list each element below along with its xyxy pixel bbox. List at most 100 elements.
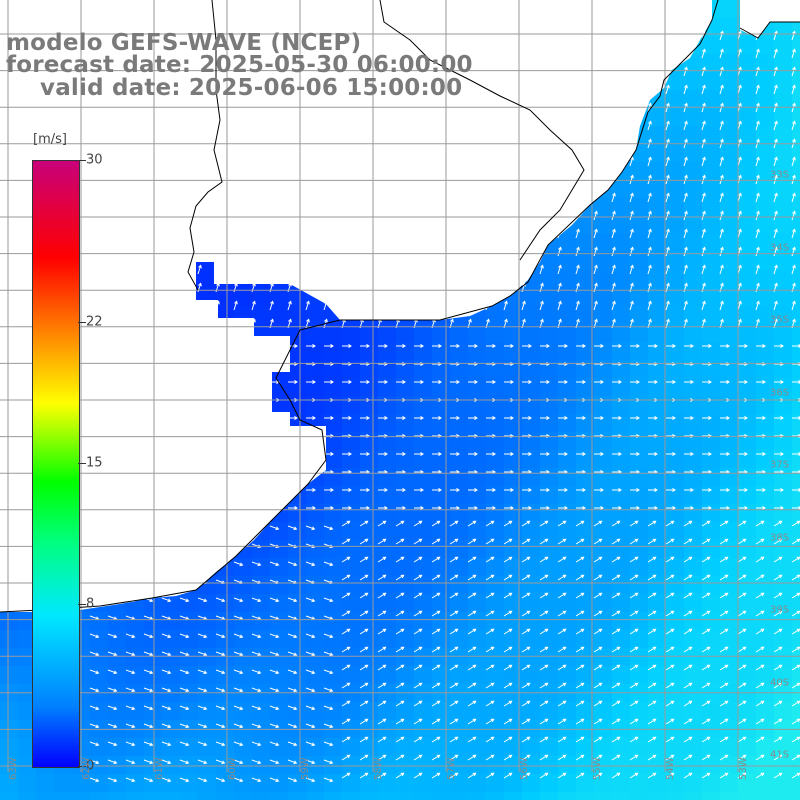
field-cell bbox=[396, 342, 414, 360]
field-cell bbox=[468, 486, 486, 504]
field-cell bbox=[756, 72, 774, 90]
wind-arrow bbox=[755, 192, 760, 203]
field-cell bbox=[252, 630, 270, 648]
field-cell bbox=[738, 666, 756, 684]
field-cell bbox=[378, 324, 396, 342]
field-cell bbox=[612, 468, 630, 486]
field-cell bbox=[450, 324, 468, 342]
field-cell bbox=[684, 216, 702, 234]
field-cell bbox=[198, 666, 216, 684]
field-cell bbox=[342, 576, 360, 594]
field-cell bbox=[630, 702, 648, 720]
wind-arrow bbox=[701, 246, 706, 257]
field-cell bbox=[792, 630, 800, 648]
colorbar-tick-mark bbox=[78, 321, 86, 323]
field-cell bbox=[162, 648, 180, 666]
wind-arrow bbox=[791, 48, 796, 59]
field-cell bbox=[324, 558, 342, 576]
wind-arrow bbox=[629, 174, 634, 185]
field-cell bbox=[720, 450, 738, 468]
field-cell bbox=[720, 486, 738, 504]
wind-arrow bbox=[683, 156, 688, 167]
field-cell bbox=[378, 558, 396, 576]
field-cell bbox=[0, 738, 18, 756]
field-cell bbox=[738, 144, 756, 162]
field-cell bbox=[558, 612, 576, 630]
field-cell bbox=[450, 378, 468, 396]
field-cell bbox=[234, 666, 252, 684]
wind-arrow bbox=[755, 156, 760, 167]
field-cell bbox=[432, 486, 450, 504]
wind-arrow bbox=[557, 264, 562, 275]
field-cell bbox=[504, 324, 522, 342]
field-cell bbox=[342, 324, 360, 342]
field-cell bbox=[288, 666, 306, 684]
field-cell bbox=[612, 576, 630, 594]
field-cell bbox=[306, 522, 324, 540]
field-cell bbox=[702, 630, 720, 648]
field-cell bbox=[774, 306, 792, 324]
wind-arrow bbox=[342, 380, 352, 384]
field-cell bbox=[540, 432, 558, 450]
field-cell bbox=[774, 648, 792, 666]
field-cell bbox=[378, 450, 396, 468]
field-cell bbox=[306, 504, 324, 522]
field-cell bbox=[288, 360, 306, 378]
field-cell bbox=[522, 666, 540, 684]
wind-arrow bbox=[557, 246, 562, 257]
field-cell bbox=[630, 378, 648, 396]
field-cell bbox=[720, 612, 738, 630]
field-cell bbox=[252, 648, 270, 666]
field-cell bbox=[792, 306, 800, 324]
field-cell bbox=[702, 432, 720, 450]
wind-arrow bbox=[665, 228, 670, 239]
wind-arrow bbox=[683, 174, 688, 185]
field-cell bbox=[36, 774, 54, 792]
field-cell bbox=[450, 738, 468, 756]
colorbar-tick-label: 22 bbox=[86, 314, 103, 330]
wind-arrow bbox=[665, 102, 670, 113]
field-cell bbox=[612, 270, 630, 288]
field-cell bbox=[522, 504, 540, 522]
field-cell bbox=[720, 126, 738, 144]
field-cell bbox=[666, 774, 684, 792]
latitude-label: 40S bbox=[770, 677, 790, 688]
wind-arrow bbox=[773, 66, 778, 77]
field-cell bbox=[648, 108, 666, 126]
field-cell bbox=[774, 360, 792, 378]
field-cell bbox=[540, 774, 558, 792]
field-cell bbox=[540, 558, 558, 576]
field-cell bbox=[252, 540, 270, 558]
wind-arrow bbox=[503, 300, 508, 311]
field-cell bbox=[126, 630, 144, 648]
wind-arrow bbox=[414, 380, 424, 384]
field-cell bbox=[558, 576, 576, 594]
field-cell bbox=[594, 612, 612, 630]
field-cell bbox=[720, 252, 738, 270]
field-cell bbox=[522, 738, 540, 756]
field-cell bbox=[630, 198, 648, 216]
field-cell bbox=[432, 378, 450, 396]
field-cell bbox=[756, 324, 774, 342]
field-cell bbox=[522, 342, 540, 360]
field-cell bbox=[756, 414, 774, 432]
field-cell bbox=[396, 648, 414, 666]
field-cell bbox=[594, 522, 612, 540]
longitude-label: 58W bbox=[373, 757, 384, 780]
field-cell bbox=[666, 738, 684, 756]
field-cell bbox=[594, 738, 612, 756]
field-cell bbox=[774, 432, 792, 450]
wind-arrow bbox=[755, 210, 760, 221]
field-cell bbox=[666, 540, 684, 558]
field-cell bbox=[342, 450, 360, 468]
field-cell bbox=[252, 612, 270, 630]
field-cell bbox=[720, 432, 738, 450]
field-cell bbox=[792, 522, 800, 540]
field-cell bbox=[414, 792, 432, 800]
field-cell bbox=[126, 774, 144, 792]
field-cell bbox=[594, 360, 612, 378]
field-cell bbox=[558, 468, 576, 486]
field-cell bbox=[324, 576, 342, 594]
field-cell bbox=[450, 702, 468, 720]
wind-arrow bbox=[288, 380, 298, 384]
